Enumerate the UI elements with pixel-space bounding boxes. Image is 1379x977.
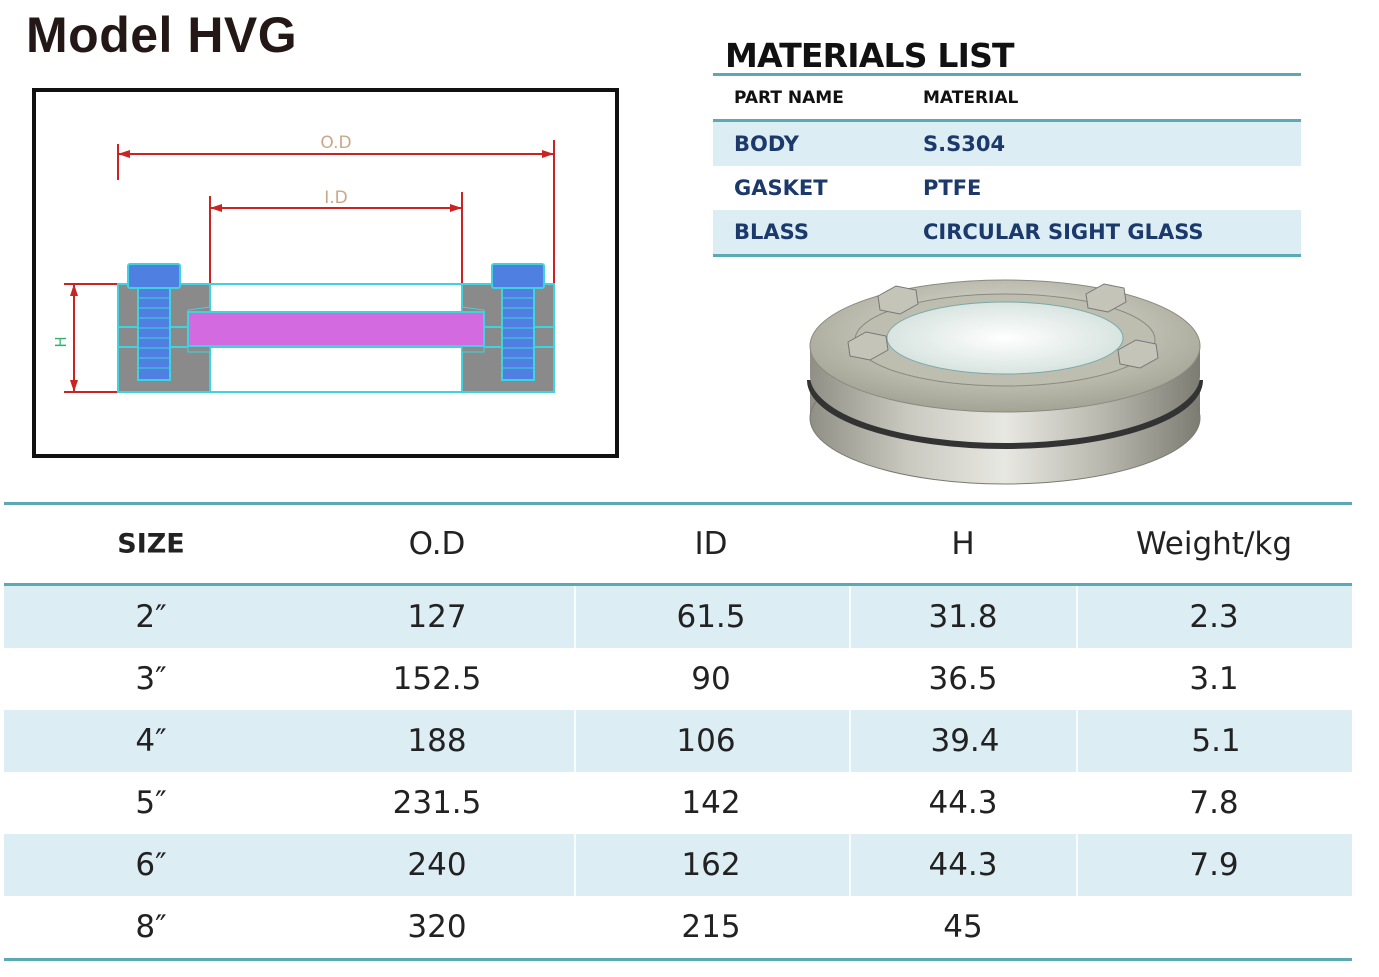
right-bolt (491, 263, 545, 381)
cell-od: 127 (407, 599, 467, 635)
cell-h: 44.3 (928, 847, 998, 883)
header-od: O.D (408, 526, 466, 562)
bolt-heads (847, 283, 1159, 369)
cell-weight: 5.1 (1191, 723, 1241, 759)
materials-table: PART NAME MATERIAL BODY S.S304 GASKET PT… (713, 73, 1301, 257)
table-row: 3″ 152.5 90 36.5 3.1 (4, 648, 1352, 710)
header-id: ID (694, 526, 728, 562)
header-h: H (951, 526, 975, 562)
materials-list-title: MATERIALS LIST (725, 36, 1015, 75)
technical-drawing: O.D I.D H (32, 88, 619, 458)
header-material: MATERIAL (923, 87, 1019, 108)
cell-id: 61.5 (676, 599, 746, 635)
cell-od: 188 (407, 723, 467, 759)
spec-bottom-rule (4, 958, 1352, 961)
cell-od: 320 (407, 909, 467, 945)
cell-id: 90 (691, 661, 731, 697)
cell-size: 8″ (135, 909, 167, 945)
part-name: BLASS (734, 220, 809, 244)
materials-row: GASKET PTFE (713, 166, 1301, 210)
cell-h: 45 (943, 909, 983, 945)
table-row: 6″ 240 162 44.3 7.9 (4, 834, 1352, 896)
cell-id: 106 (676, 723, 736, 759)
cell-size: 4″ (135, 723, 167, 759)
od-label: O.D (320, 133, 351, 153)
h-dimension: H (52, 283, 126, 393)
cell-od: 231.5 (392, 785, 482, 821)
cell-h: 44.3 (928, 785, 998, 821)
cell-id: 142 (681, 785, 741, 821)
material-name: CIRCULAR SIGHT GLASS (923, 220, 1204, 244)
cell-weight: 7.8 (1189, 785, 1239, 821)
cell-id: 215 (681, 909, 741, 945)
left-bolt (127, 263, 181, 381)
cell-h: 31.8 (928, 599, 998, 635)
specification-table: SIZE O.D ID H Weight/kg 2″ 127 61.5 31.8… (4, 502, 1352, 961)
materials-header-row: PART NAME MATERIAL (713, 76, 1301, 119)
id-label: I.D (324, 188, 348, 208)
part-name: BODY (734, 132, 799, 156)
cell-h: 36.5 (928, 661, 998, 697)
cell-id: 162 (681, 847, 741, 883)
h-label: H (52, 336, 70, 347)
cell-od: 240 (407, 847, 467, 883)
cell-size: 3″ (135, 661, 167, 697)
materials-bottom-rule (713, 254, 1301, 257)
spec-top-rule (4, 502, 1352, 505)
material-name: PTFE (923, 176, 982, 200)
material-name: S.S304 (923, 132, 1006, 156)
cell-size: 2″ (135, 599, 167, 635)
part-name: GASKET (734, 176, 828, 200)
cell-weight: 3.1 (1189, 661, 1239, 697)
cell-size: 6″ (135, 847, 167, 883)
materials-row: BLASS CIRCULAR SIGHT GLASS (713, 210, 1301, 254)
sight-glass-product-photo (807, 279, 1203, 485)
header-size: SIZE (117, 528, 185, 560)
cell-weight: 2.3 (1189, 599, 1239, 635)
materials-top-rule (713, 73, 1301, 76)
table-row: 8″ 320 215 45 (4, 896, 1352, 958)
od-dimension: O.D (117, 133, 555, 284)
table-row: 2″ 127 61.5 31.8 2.3 (4, 586, 1352, 648)
page-title: Model HVG (26, 7, 298, 63)
id-dimension: I.D (209, 188, 463, 288)
table-row: 4″ 188 106 39.4 5.1 (4, 710, 1352, 772)
materials-row: BODY S.S304 (713, 122, 1301, 166)
cross-section-diagram: O.D I.D H (52, 133, 555, 393)
spec-header-row: SIZE O.D ID H Weight/kg (4, 505, 1352, 583)
cell-size: 5″ (135, 785, 167, 821)
table-row: 5″ 231.5 142 44.3 7.8 (4, 772, 1352, 834)
cell-od: 152.5 (392, 661, 482, 697)
cell-h: 39.4 (930, 723, 1000, 759)
cell-weight: 7.9 (1189, 847, 1239, 883)
sight-glass (187, 311, 485, 347)
header-part-name: PART NAME (734, 87, 844, 108)
header-weight: Weight/kg (1135, 526, 1293, 562)
